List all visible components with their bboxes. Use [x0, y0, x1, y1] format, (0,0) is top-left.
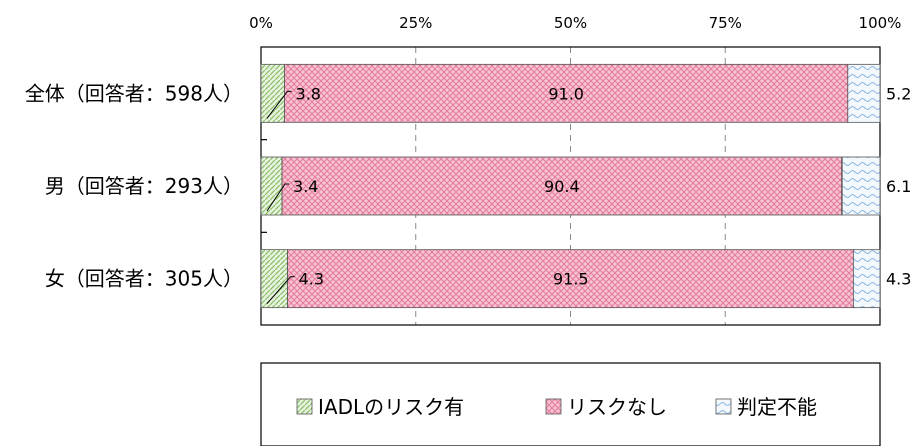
leader-line [266, 183, 290, 212]
legend-swatch [545, 398, 562, 415]
bars [260, 63, 881, 309]
bar-segment [260, 249, 289, 309]
x-axis-ticks: 0% 25% 50% 75% 100% [249, 14, 901, 32]
data-label: 4.3 [299, 270, 324, 289]
leader-line [266, 276, 295, 304]
leader-line [266, 90, 292, 119]
category-label: 男（回答者：293人） [45, 174, 243, 198]
x-tick-label: 25% [399, 14, 432, 32]
bar-segment [847, 63, 881, 123]
data-label: 91.0 [548, 84, 584, 103]
x-tick-label: 75% [709, 14, 742, 32]
data-label: 4.3 [886, 270, 911, 289]
data-label: 91.5 [553, 270, 589, 289]
bar-segment [260, 156, 283, 216]
x-tick-label: 0% [249, 14, 273, 32]
bar-segment [284, 63, 849, 123]
bar-segment [287, 249, 855, 309]
data-label: 5.2 [886, 84, 911, 103]
legend-label: IADLのリスク有 [318, 395, 464, 419]
bar-segment [281, 156, 843, 216]
bar-segment [841, 156, 881, 216]
category-labels: 全体（回答者：598人） 男（回答者：293人） 女（回答者：305人） [25, 81, 243, 290]
data-label: 3.4 [293, 177, 318, 196]
data-label: 90.4 [544, 177, 580, 196]
legend-swatch [715, 398, 732, 415]
data-label: 3.8 [296, 84, 321, 103]
data-label: 6.1 [886, 177, 911, 196]
bar-segment [260, 63, 285, 123]
category-label: 女（回答者：305人） [45, 267, 243, 291]
category-label: 全体（回答者：598人） [25, 81, 243, 105]
legend-swatch [296, 398, 313, 415]
legend-label: リスクなし [567, 395, 667, 419]
data-labels: 3.8 91.0 5.2 3.4 90.4 6.1 4.3 91.5 4.3 [266, 84, 911, 304]
x-tick-label: 50% [554, 14, 587, 32]
x-tick-label: 100% [859, 14, 902, 32]
bar-segment [852, 249, 881, 309]
legend-label: 判定不能 [737, 395, 817, 419]
legend-box [260, 362, 881, 446]
legend: IADLのリスク有 リスクなし 判定不能 [260, 362, 881, 446]
